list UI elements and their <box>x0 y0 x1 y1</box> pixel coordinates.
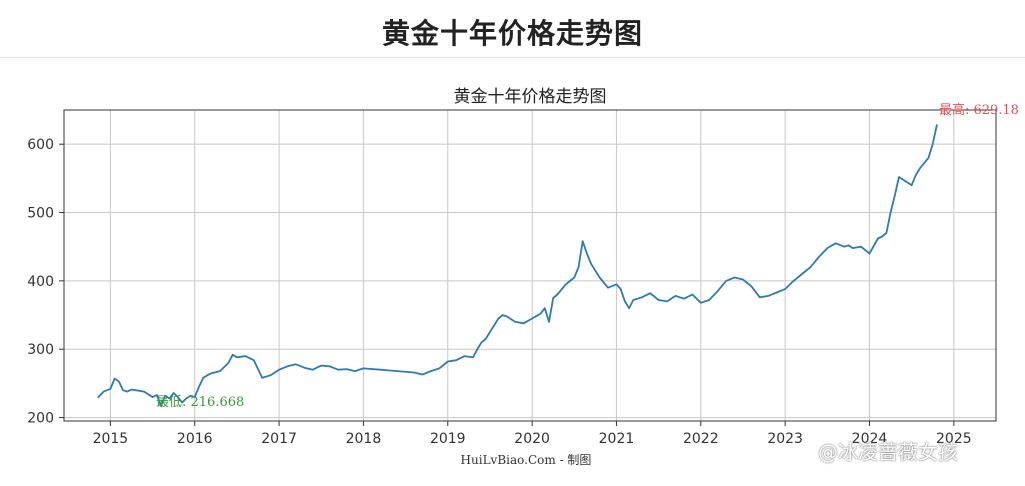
grid-layer <box>64 110 996 421</box>
max-annotation: 最高: 629.18 <box>939 102 1019 118</box>
x-tick-label: 2022 <box>683 431 719 447</box>
page-title: 黄金十年价格走势图 <box>381 17 643 50</box>
watermark: @冰凌蔷薇女孩 <box>818 440 958 464</box>
x-tick-label: 2015 <box>93 431 129 447</box>
series-layer <box>97 124 938 407</box>
x-tick-label: 2017 <box>261 431 297 447</box>
y-tick-label: 200 <box>27 411 54 427</box>
y-tick-label: 600 <box>27 137 54 153</box>
x-tick-label: 2025 <box>936 431 972 447</box>
y-tick-label: 300 <box>27 342 54 358</box>
x-tick-label: 2021 <box>599 431 635 447</box>
gold-price-chart: 黄金十年价格走势图 2015 2016 2017 2018 2019 2020 2021 20… <box>27 87 1019 467</box>
x-tick-label: 2020 <box>514 431 550 447</box>
chart-title: 黄金十年价格走势图 <box>454 87 607 107</box>
y-tick-label: 500 <box>27 206 54 222</box>
min-annotation: 最低: 216.668 <box>156 395 244 410</box>
annotation-layer: 最低: 216.668 最高: 629.18 <box>156 102 1019 410</box>
header-divider <box>0 57 1025 58</box>
x-tick-label: 2018 <box>346 431 382 447</box>
x-tick-label: 2024 <box>852 431 888 447</box>
y-tick-label: 400 <box>27 274 54 290</box>
x-tick-label: 2023 <box>767 431 803 447</box>
x-tick-label: 2016 <box>177 431 213 447</box>
x-axis-label: HuiLvBiao.Com - 制图 <box>461 453 592 467</box>
tick-labels: 2015 2016 2017 2018 2019 2020 2021 2022 2023 2024… <box>27 137 971 447</box>
gold-price-line <box>97 124 938 407</box>
x-tick-label: 2019 <box>430 431 466 447</box>
plot-area <box>63 109 997 422</box>
